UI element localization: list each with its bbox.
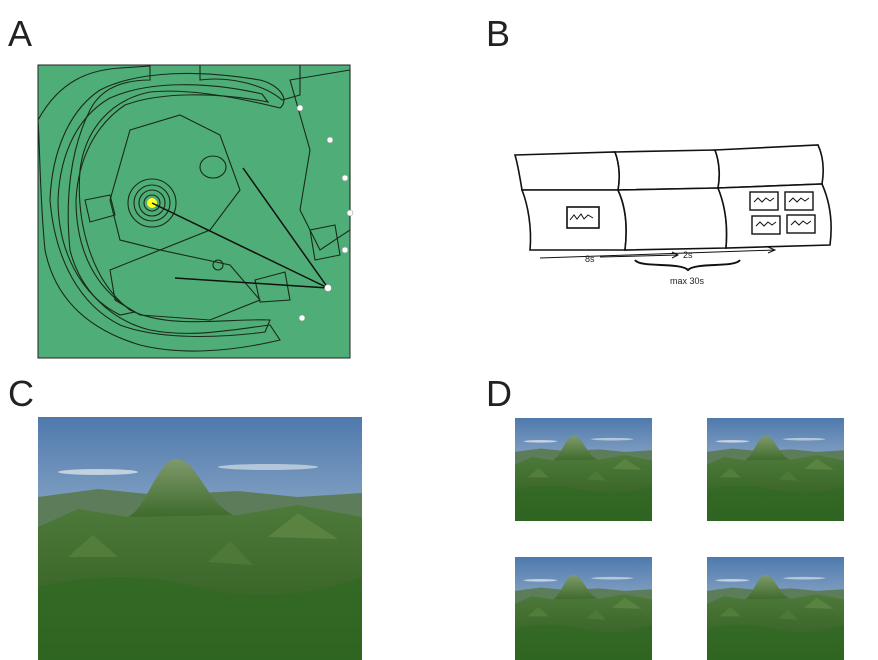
contour-map — [37, 64, 354, 359]
time-annotation: 2s — [683, 250, 693, 260]
landscape-thumbnail — [515, 557, 652, 660]
landscape-thumbnail — [515, 418, 652, 521]
panel-label: C — [8, 373, 34, 414]
storyboard-sketch — [513, 144, 832, 272]
landscape-thumbnail — [707, 557, 844, 660]
landscape-image — [38, 417, 362, 660]
landscape-thumbnail — [707, 418, 844, 521]
panel-label: B — [486, 13, 510, 54]
time-annotation: 8s — [585, 254, 595, 264]
panel-label: A — [8, 13, 32, 54]
time-annotation: max 30s — [670, 276, 705, 286]
panel-label: D — [486, 373, 512, 414]
